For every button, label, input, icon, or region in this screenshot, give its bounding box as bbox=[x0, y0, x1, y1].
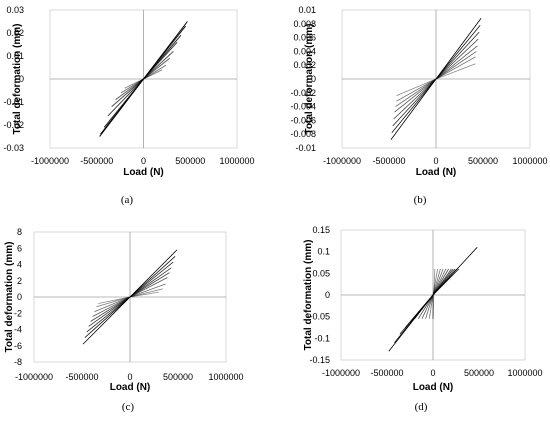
panel-caption: (c) bbox=[122, 401, 135, 413]
y-tick-label: -6 bbox=[14, 341, 22, 351]
chart-panel-4: -0.15 -0.1 -0.05 0 0.05 0.1 0.15 -1000000 -50000… bbox=[303, 225, 543, 413]
x-tick-label: 500000 bbox=[468, 156, 498, 166]
y-tick-label: -0.01 bbox=[3, 97, 24, 107]
y-tick-label: -0.008 bbox=[290, 129, 316, 139]
y-tick-label: -0.01 bbox=[295, 143, 316, 153]
y-tick-label: -0.004 bbox=[290, 102, 316, 112]
y-tick-label: 0 bbox=[325, 290, 330, 300]
y-tick-label: 0 bbox=[311, 74, 316, 84]
y-tick-label: -4 bbox=[14, 325, 22, 335]
y-tick-label: 6 bbox=[17, 243, 22, 253]
series-line bbox=[96, 288, 163, 308]
series-line bbox=[103, 34, 182, 128]
x-axis-label: Load (N) bbox=[413, 382, 454, 393]
y-tick-label: 0.02 bbox=[6, 28, 24, 38]
x-tick-label: 0 bbox=[430, 368, 435, 378]
y-tick-label: -0.002 bbox=[290, 88, 316, 98]
x-tick-label: -1000000 bbox=[15, 372, 53, 382]
x-axis-label: Load (N) bbox=[110, 382, 151, 393]
x-tick-label: 500000 bbox=[163, 372, 193, 382]
y-tick-label: -0.15 bbox=[309, 355, 330, 365]
x-tick-label: -1000000 bbox=[322, 368, 360, 378]
series-line bbox=[432, 268, 438, 319]
y-tick-label: 0 bbox=[17, 292, 22, 302]
y-tick-label: -0.02 bbox=[3, 120, 24, 130]
panel-caption: (d) bbox=[415, 401, 428, 413]
y-tick-label: 0.004 bbox=[293, 46, 316, 56]
x-tick-label: -1000000 bbox=[31, 156, 69, 166]
y-tick-label: 0 bbox=[19, 74, 24, 84]
series-line bbox=[432, 268, 436, 319]
series-line bbox=[98, 291, 159, 304]
y-tick-label: 0.15 bbox=[312, 225, 330, 235]
panel-caption: (b) bbox=[414, 194, 427, 206]
y-tick-label: 8 bbox=[17, 227, 22, 237]
x-tick-label: -500000 bbox=[80, 156, 113, 166]
y-tick-label: -0.006 bbox=[290, 115, 316, 125]
x-tick-label: 500000 bbox=[175, 156, 205, 166]
x-tick-label: 1000000 bbox=[208, 372, 243, 382]
x-tick-label: -500000 bbox=[372, 156, 405, 166]
y-tick-label: 0.05 bbox=[312, 268, 330, 278]
y-tick-label: -2 bbox=[14, 308, 22, 318]
series-line bbox=[396, 56, 476, 102]
panel-caption: (a) bbox=[121, 194, 134, 206]
x-tick-label: 1000000 bbox=[507, 368, 542, 378]
x-tick-label: -500000 bbox=[65, 372, 98, 382]
y-tick-label: -0.05 bbox=[309, 312, 330, 322]
y-tick-label: 0.002 bbox=[293, 60, 316, 70]
y-tick-label: 0.01 bbox=[298, 5, 316, 15]
y-tick-label: 0.008 bbox=[293, 19, 316, 29]
y-tick-label: 4 bbox=[17, 260, 22, 270]
y-tick-label: 0.01 bbox=[6, 51, 24, 61]
x-tick-label: 1000000 bbox=[219, 156, 254, 166]
chart-panel-3: -8 -6 -4 -2 0 2 4 6 8 -1000000 -500000 0 500000 10000… bbox=[4, 227, 244, 413]
chart-panel-1: -0.03 -0.02 -0.01 0 0.01 0.02 0.03 -1000000 -500… bbox=[3, 5, 254, 206]
chart-panel-2: -0.01 -0.008 -0.006 -0.004 -0.002 0 0.002 0.004… bbox=[290, 5, 547, 206]
y-tick-label: 0.1 bbox=[317, 247, 330, 257]
y-axis-label: Total deformation (mm) bbox=[12, 24, 23, 135]
x-tick-label: 1000000 bbox=[512, 156, 547, 166]
x-tick-label: 500000 bbox=[464, 368, 494, 378]
x-tick-label: -500000 bbox=[370, 368, 403, 378]
x-tick-label: 0 bbox=[127, 372, 132, 382]
series-line bbox=[124, 69, 163, 89]
x-axis-label: Load (N) bbox=[416, 167, 457, 178]
y-axis-label: Total deformation (mm) bbox=[303, 240, 314, 351]
y-tick-label: -0.1 bbox=[314, 333, 330, 343]
x-tick-label: 0 bbox=[141, 156, 146, 166]
y-axis-label: Total deformation (mm) bbox=[304, 24, 315, 135]
y-tick-label: 2 bbox=[17, 276, 22, 286]
y-tick-label: -0.03 bbox=[3, 143, 24, 153]
y-tick-label: -8 bbox=[14, 357, 22, 367]
y-tick-label: 0.03 bbox=[6, 5, 24, 15]
x-tick-label: -1000000 bbox=[323, 156, 361, 166]
x-tick-label: 0 bbox=[433, 156, 438, 166]
x-axis-label: Load (N) bbox=[123, 167, 164, 178]
series-line bbox=[120, 64, 167, 94]
series-line bbox=[396, 63, 476, 96]
y-axis-label: Total deformation (mm) bbox=[4, 242, 15, 353]
y-tick-label: 0.006 bbox=[293, 33, 316, 43]
